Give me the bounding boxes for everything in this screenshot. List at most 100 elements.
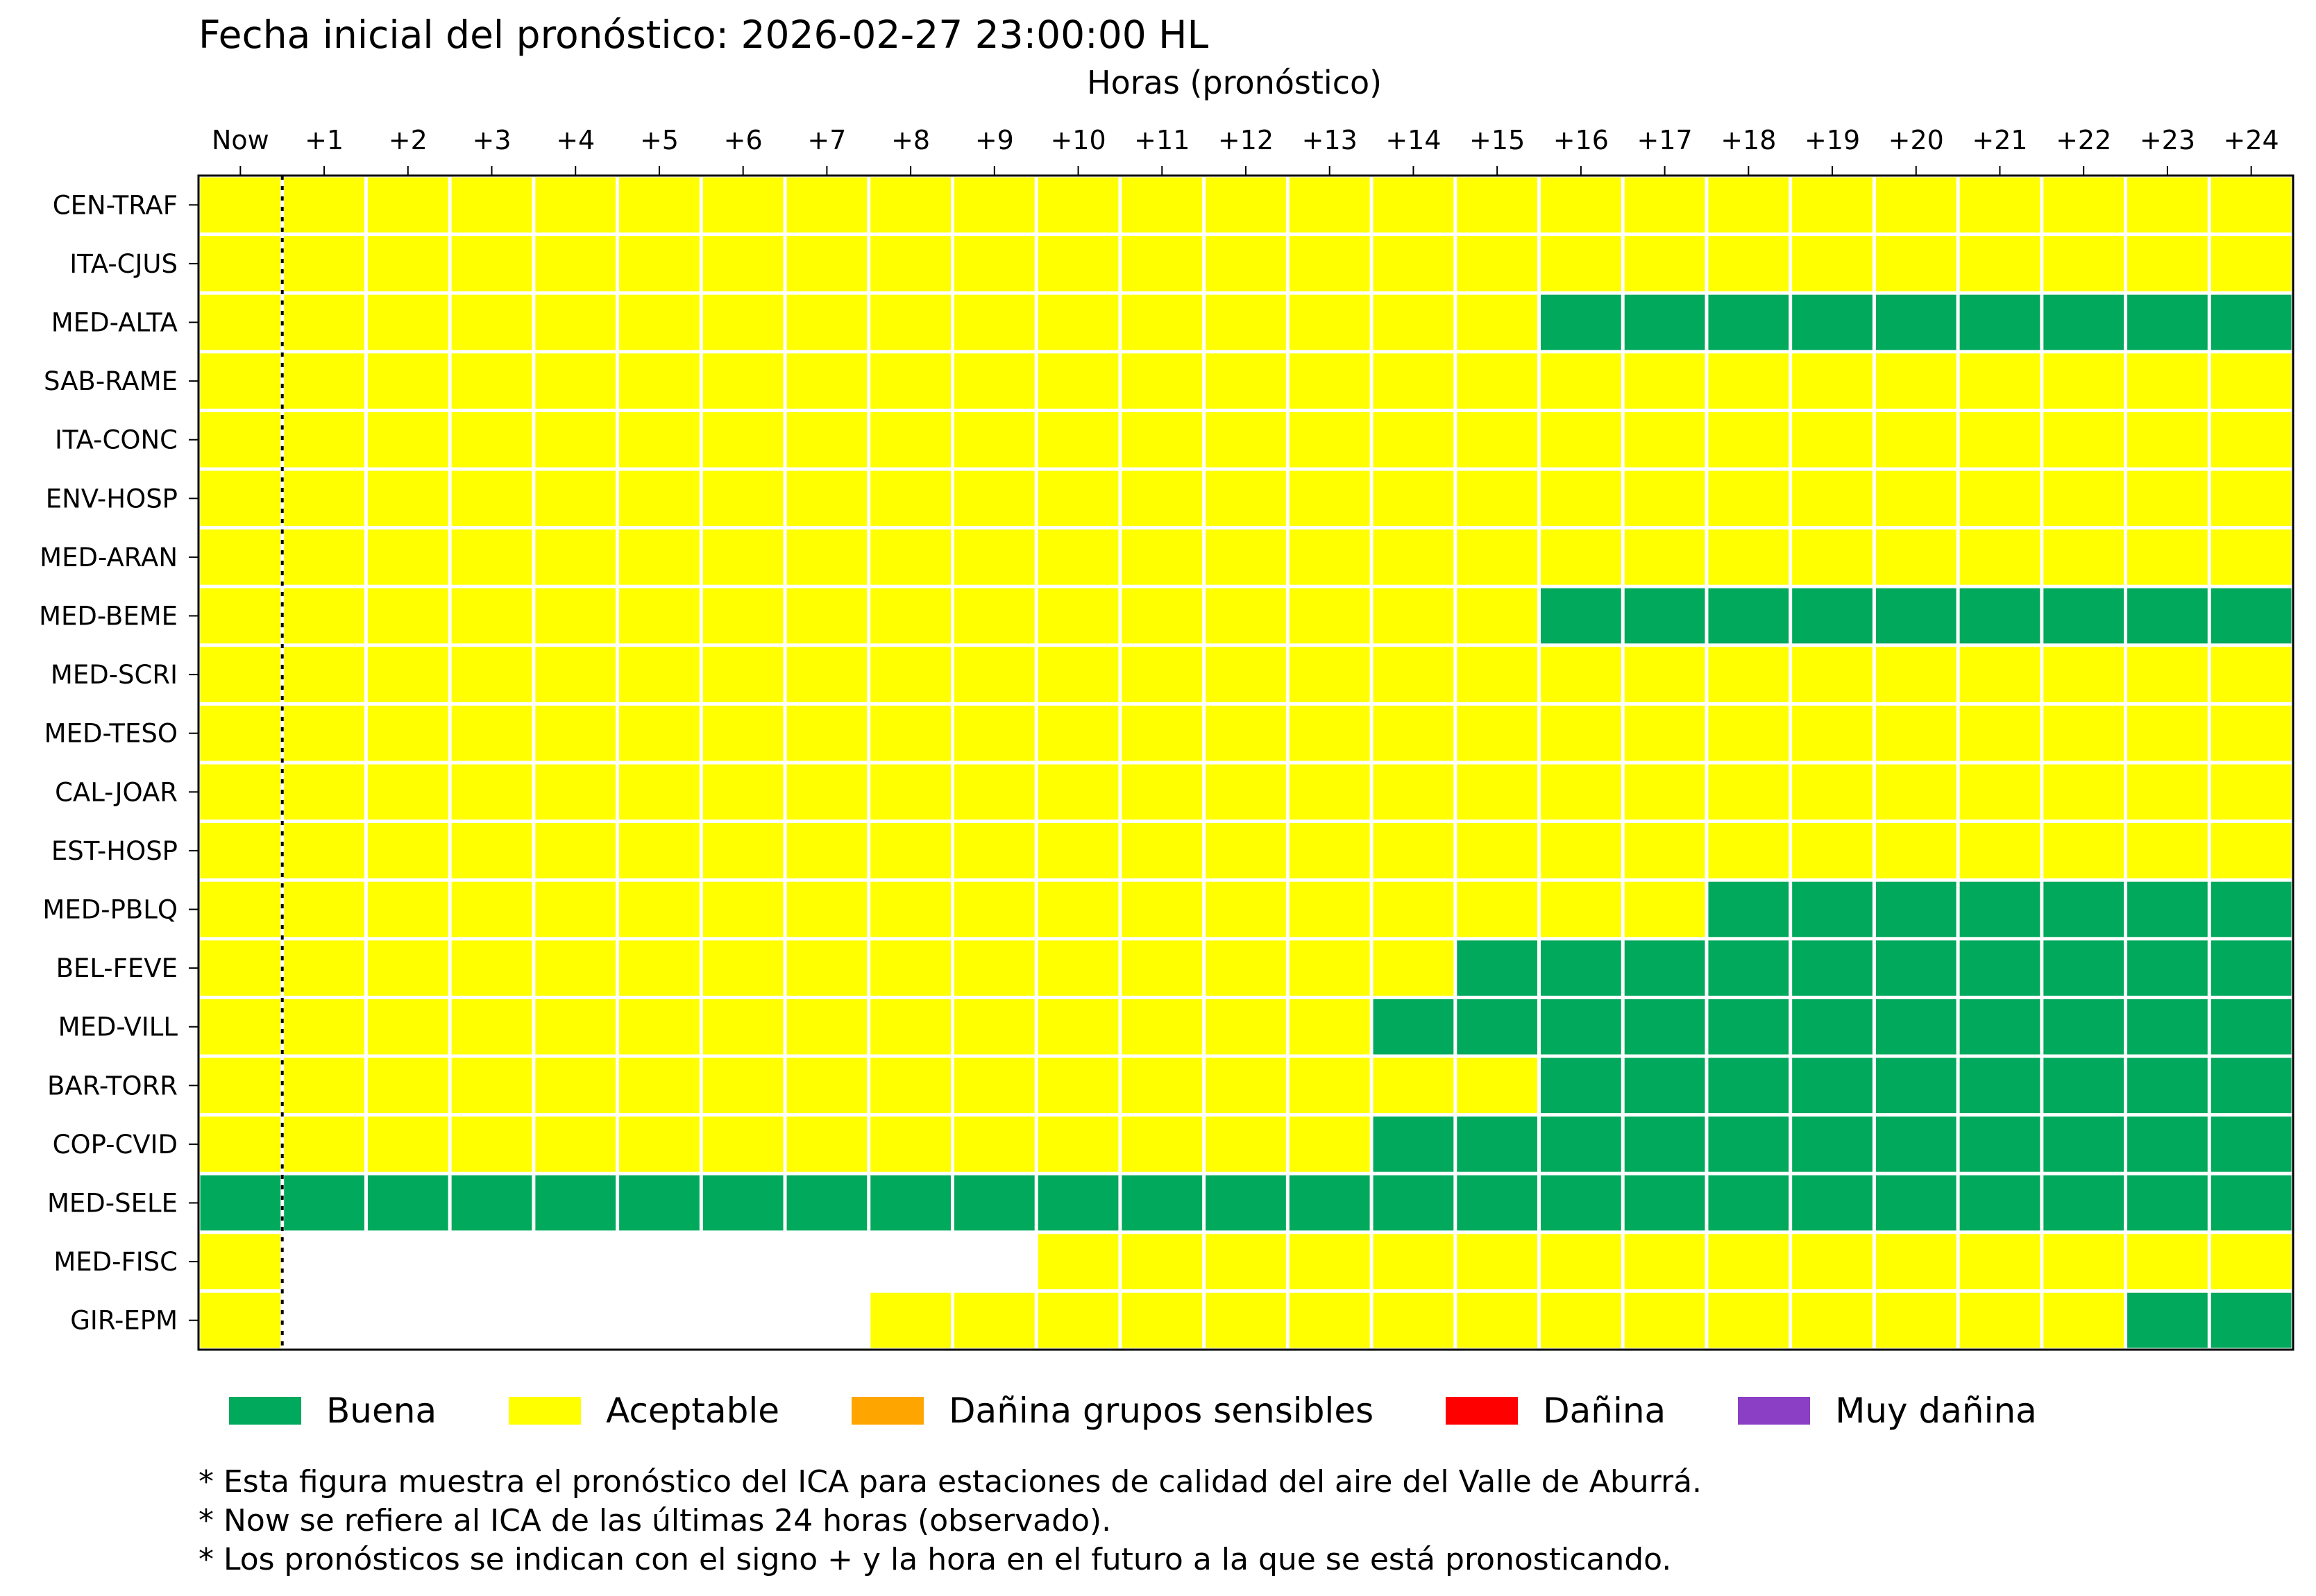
x-tick-label: +12 [1218, 125, 1274, 155]
heatmap-cell [2043, 1175, 2124, 1231]
x-tick-label: +10 [1050, 125, 1106, 155]
heatmap-cell [1206, 940, 1286, 996]
heatmap-cell [1289, 1234, 1370, 1289]
y-tick-label: MED-SELE [47, 1189, 178, 1219]
heatmap-cell [1457, 411, 1538, 468]
heatmap-cell [1122, 1117, 1203, 1172]
heatmap-cell [1792, 705, 1873, 761]
y-tick-label: MED-ARAN [40, 543, 178, 572]
heatmap-cell [1875, 705, 1956, 761]
heatmap-cell [870, 353, 951, 409]
heatmap-cell [619, 647, 700, 702]
heatmap-cell [2043, 1117, 2124, 1172]
heatmap-cell [786, 353, 868, 409]
heatmap-cell [1206, 1058, 1286, 1114]
heatmap-cell [1289, 177, 1370, 233]
heatmap-cell [1708, 647, 1789, 702]
heatmap-cell [1541, 705, 1621, 761]
heatmap-cell [1792, 940, 1873, 996]
heatmap-cell [954, 236, 1035, 291]
heatmap-cell [1875, 177, 1956, 233]
heatmap-cell [1708, 1117, 1789, 1172]
heatmap-cell [1373, 1058, 1454, 1114]
y-tick-label: BAR-TORR [47, 1071, 178, 1101]
legend-swatch-aceptable [509, 1397, 582, 1425]
y-tick-label: MED-ALTA [51, 308, 178, 338]
heatmap-cell [786, 1175, 868, 1231]
heatmap-cell [200, 1117, 281, 1172]
heatmap-cell [1038, 353, 1119, 409]
heatmap-cell [2043, 411, 2124, 468]
heatmap-cell [1373, 647, 1454, 702]
heatmap-cell [451, 705, 532, 761]
heatmap-cell [2127, 1058, 2208, 1114]
heatmap-cell [870, 881, 951, 937]
heatmap-cell [535, 588, 616, 644]
heatmap-cell [1038, 1058, 1119, 1114]
heatmap-cell [2127, 529, 2208, 585]
heatmap-cell [786, 1117, 868, 1172]
heatmap-cell [2127, 705, 2208, 761]
heatmap-cell [1373, 1117, 1454, 1172]
heatmap-cell [1457, 177, 1538, 233]
heatmap-cell [284, 411, 364, 468]
heatmap-cell [1959, 353, 2040, 409]
heatmap-cell [1624, 236, 1705, 291]
heatmap-cell [367, 1175, 448, 1231]
heatmap-cell [870, 529, 951, 585]
heatmap-cell [1206, 647, 1286, 702]
heatmap-cell [1289, 881, 1370, 937]
heatmap-cell [786, 236, 868, 291]
legend-item-buena: Buena [229, 1391, 437, 1431]
heatmap-cell [786, 588, 868, 644]
heatmap-cell [535, 1058, 616, 1114]
heatmap-cell [284, 529, 364, 585]
heatmap-cell [1457, 881, 1538, 937]
heatmap-cell [1875, 1175, 1956, 1231]
heatmap-cell [619, 529, 700, 585]
x-tick-label: +18 [1721, 125, 1776, 155]
heatmap-cell [2043, 823, 2124, 878]
heatmap-cell [786, 823, 868, 878]
heatmap-cell [2211, 940, 2292, 996]
heatmap-cell [870, 470, 951, 527]
heatmap-cell [1373, 1234, 1454, 1289]
heatmap-cell [786, 529, 868, 585]
legend-item-muy-danina: Muy dañina [1738, 1391, 2037, 1431]
heatmap-cell [2043, 647, 2124, 702]
heatmap-cell [786, 177, 868, 233]
heatmap-cell [2211, 1234, 2292, 1289]
heatmap-cell [954, 1058, 1035, 1114]
heatmap-cell [1708, 823, 1789, 878]
heatmap-cell [954, 940, 1035, 996]
heatmap-cell [1457, 999, 1538, 1055]
heatmap-cell [200, 177, 281, 233]
heatmap-cell [535, 764, 616, 820]
heatmap-cell [702, 999, 784, 1055]
heatmap-cell [1038, 236, 1119, 291]
x-tick-label: +15 [1469, 125, 1525, 155]
heatmap-cell [1289, 999, 1370, 1055]
heatmap-cell [1038, 940, 1119, 996]
legend-swatch-danina [1446, 1397, 1519, 1425]
heatmap-cell [1289, 353, 1370, 409]
heatmap-cell [200, 705, 281, 761]
heatmap-cell [2127, 588, 2208, 644]
heatmap-cell [1875, 1234, 1956, 1289]
heatmap-cell [1206, 1117, 1286, 1172]
heatmap-cell [870, 177, 951, 233]
heatmap-cell [2127, 1175, 2208, 1231]
heatmap-cell [702, 1175, 784, 1231]
heatmap-cell [284, 294, 364, 350]
heatmap-cell [1373, 705, 1454, 761]
heatmap-cell [1541, 1058, 1621, 1114]
x-tick-label: +23 [2140, 125, 2195, 155]
heatmap-cell [1541, 823, 1621, 878]
heatmap-cell [1624, 588, 1705, 644]
legend-label: Muy dañina [1835, 1391, 2037, 1431]
heatmap-cell [1457, 764, 1538, 820]
heatmap-cell [367, 411, 448, 468]
heatmap-cell [1373, 823, 1454, 878]
heatmap-cell [1792, 529, 1873, 585]
y-tick-label: SAB-RAME [44, 366, 178, 396]
